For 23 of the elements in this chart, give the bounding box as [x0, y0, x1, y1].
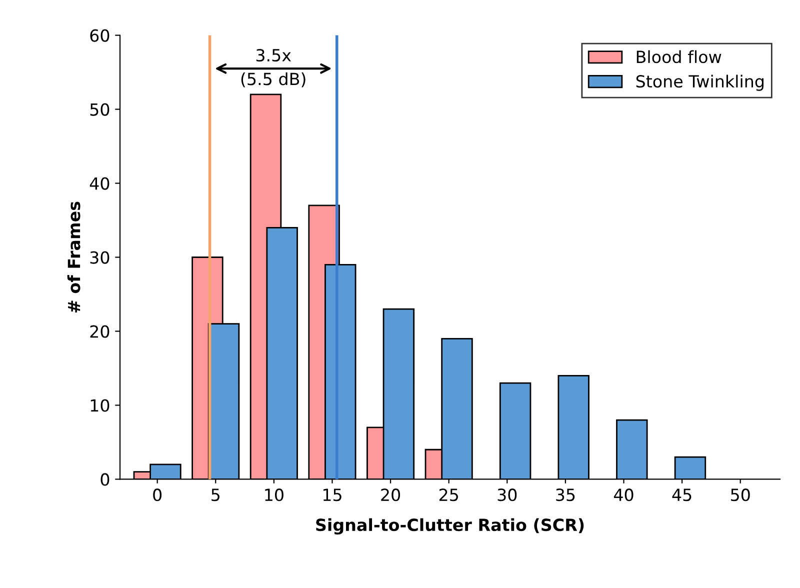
- x-axis-title: Signal-to-Clutter Ratio (SCR): [316, 518, 584, 535]
- x-tick-label: 30: [498, 488, 517, 502]
- y-tick-label: 10: [90, 399, 110, 412]
- x-tick-label: 25: [439, 488, 458, 502]
- x-tick-label: 40: [614, 488, 634, 502]
- y-tick-label: 60: [90, 29, 110, 42]
- annotation: 3.5x (5.5 dB): [241, 48, 306, 88]
- legend-label: Stone Twinkling: [636, 74, 764, 91]
- y-tick-label: 30: [90, 251, 110, 264]
- x-tick-label: 45: [672, 488, 692, 502]
- y-tick-label: 40: [90, 177, 110, 190]
- y-tick-label: 50: [90, 103, 110, 116]
- x-tick-label: 15: [323, 488, 342, 502]
- y-tick-label: 20: [90, 325, 110, 338]
- x-tick-label: 10: [265, 488, 284, 502]
- legend-label: Blood flow: [636, 50, 722, 64]
- y-axis-title: # of Frames: [67, 202, 80, 312]
- x-tick-label: 35: [556, 488, 575, 502]
- x-tick-label: 50: [731, 488, 750, 502]
- y-tick-label: 0: [100, 473, 110, 486]
- x-tick-label: 5: [212, 488, 220, 502]
- x-tick-label: 0: [153, 488, 162, 502]
- x-tick-label: 20: [381, 488, 400, 502]
